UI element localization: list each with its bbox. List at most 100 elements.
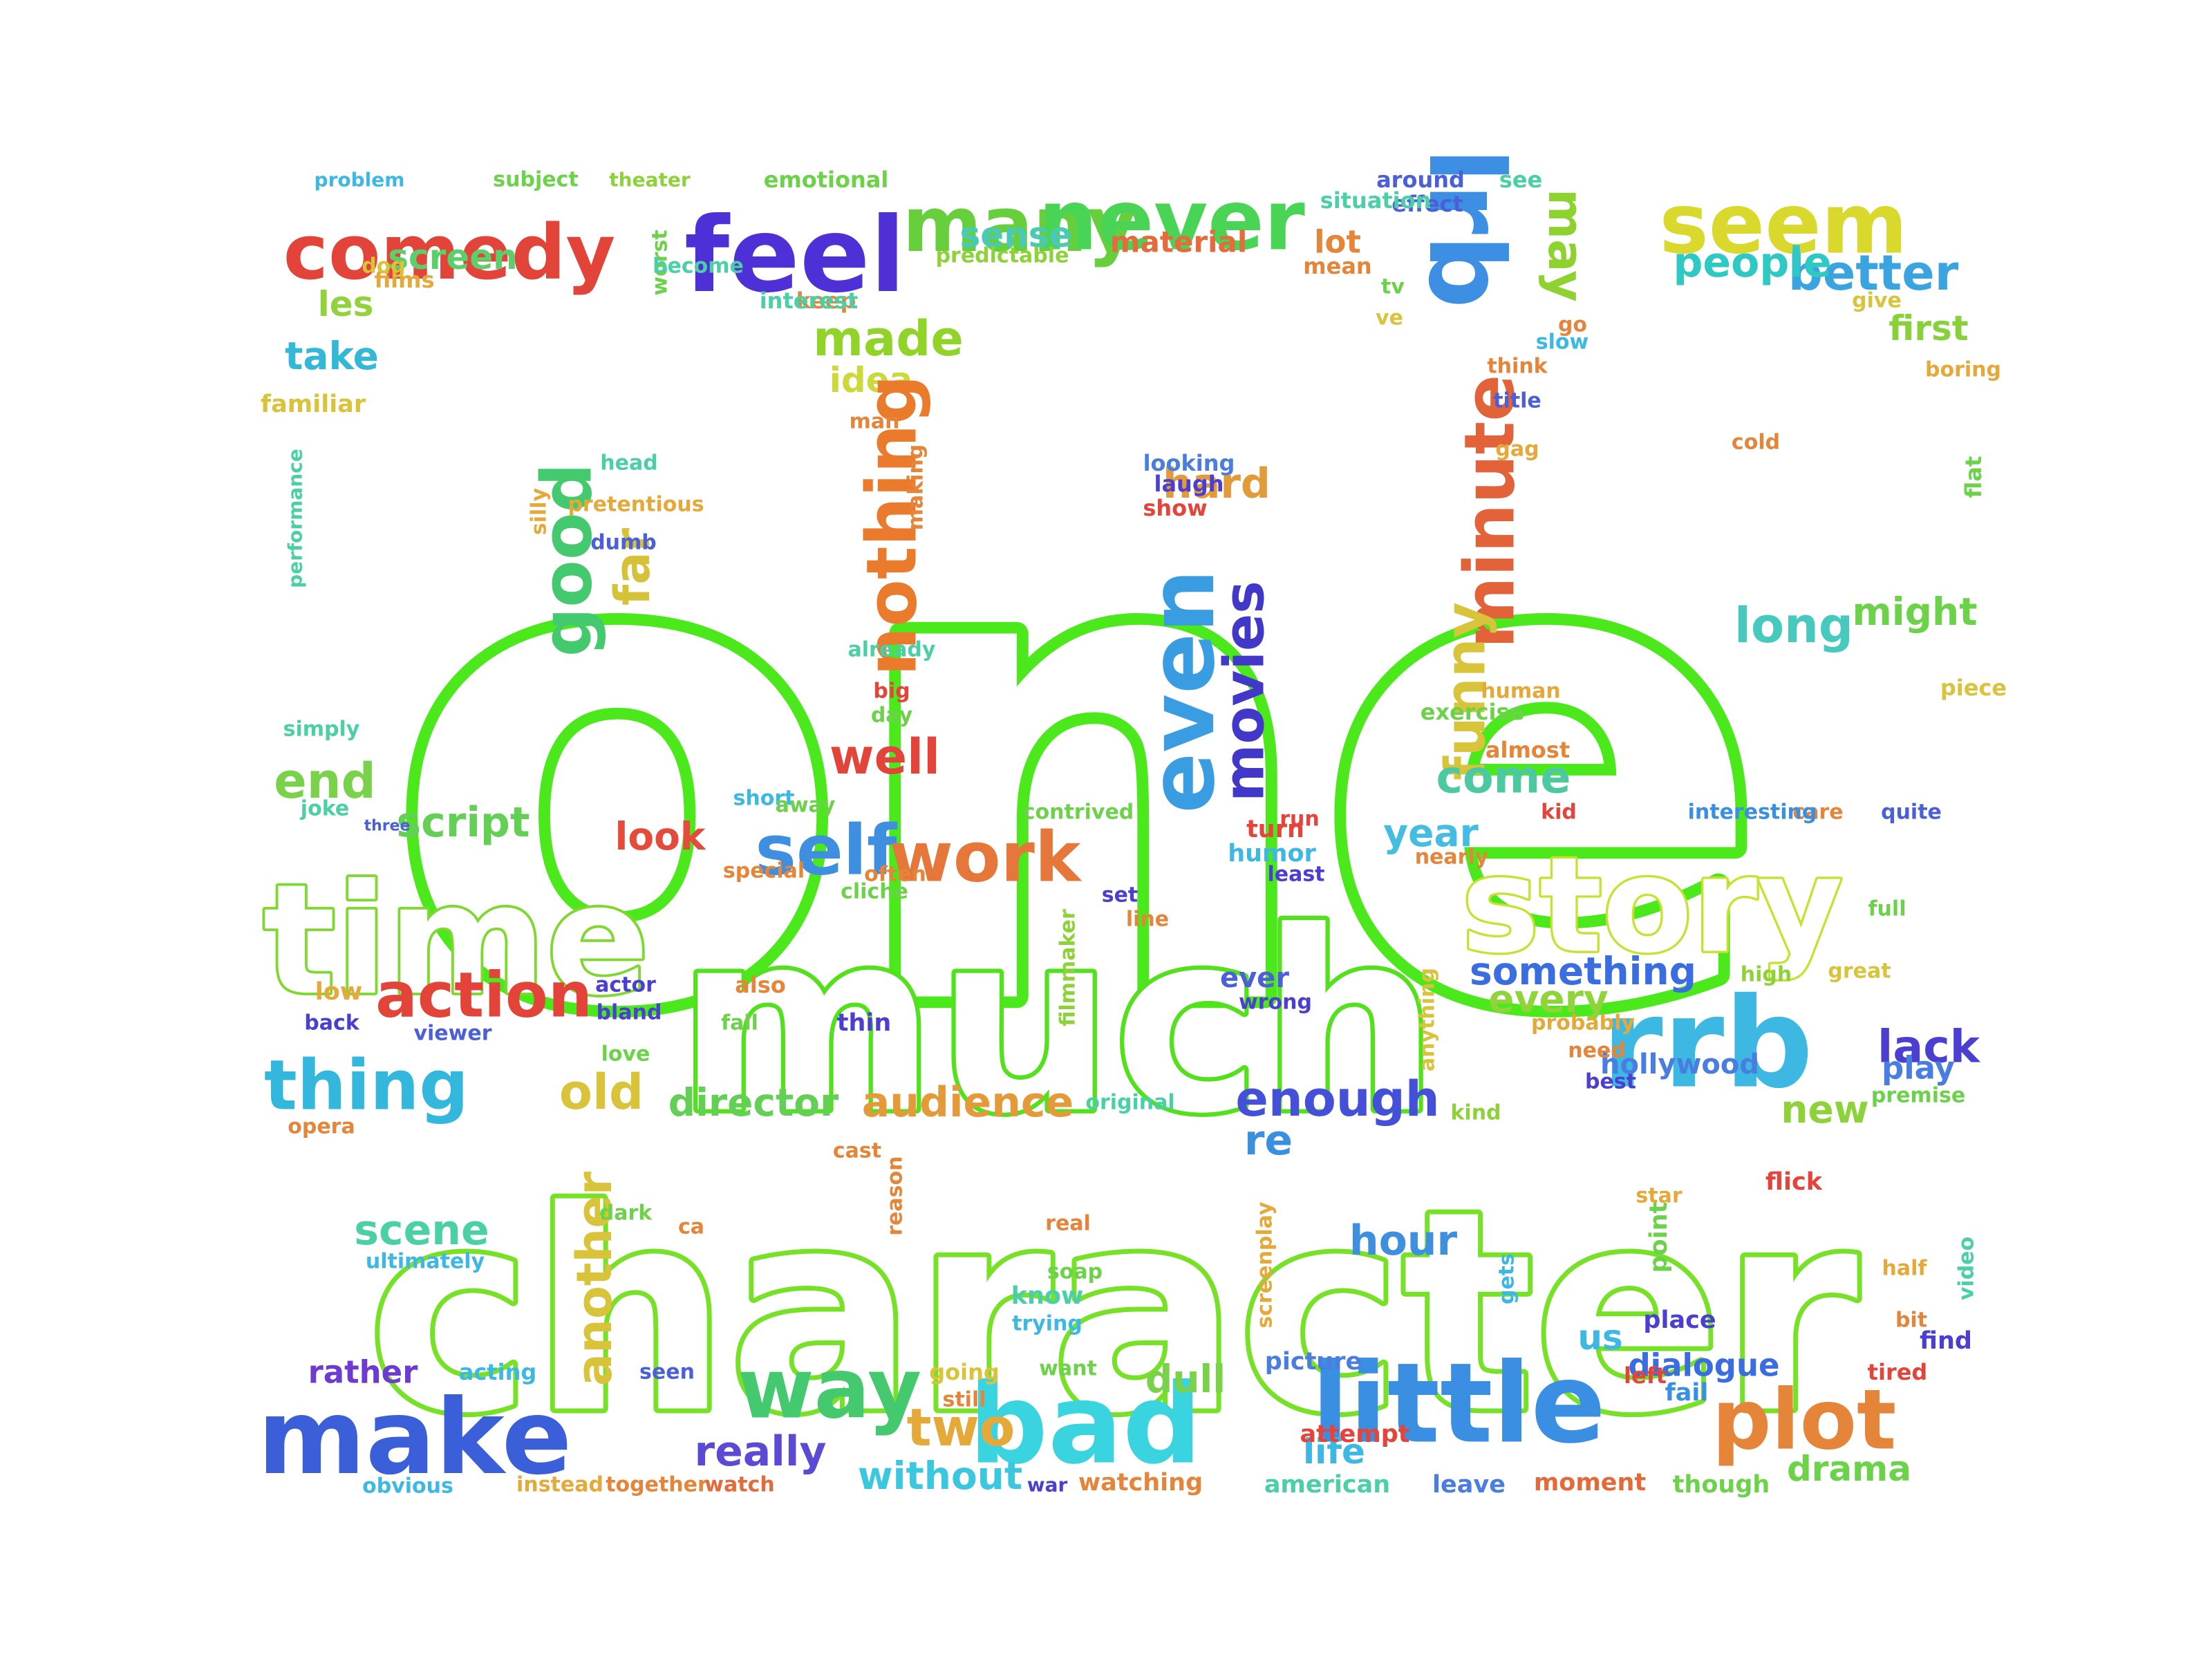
cloud-word-subject: subject bbox=[493, 168, 578, 192]
cloud-word-ultimately: ultimately bbox=[366, 1250, 485, 1274]
cloud-word-real: real bbox=[1045, 1212, 1091, 1236]
cloud-word-joke: joke bbox=[300, 797, 349, 821]
cloud-word-give: give bbox=[1852, 289, 1902, 313]
cloud-word-bit: bit bbox=[1895, 1309, 1927, 1333]
cloud-word-anything: anything bbox=[1416, 968, 1440, 1071]
cloud-word-rrb: rrb bbox=[1602, 972, 1813, 1116]
cloud-word-fall: fall bbox=[721, 1011, 758, 1035]
cloud-word-new: new bbox=[1781, 1087, 1868, 1132]
cloud-word-comedy: comedy bbox=[283, 208, 615, 297]
cloud-word-simply: simply bbox=[283, 718, 360, 742]
cloud-word-wrong: wrong bbox=[1239, 991, 1312, 1015]
cloud-word-effect: effect bbox=[1391, 191, 1463, 217]
cloud-word-head: head bbox=[600, 451, 657, 476]
cloud-word-gets: gets bbox=[1495, 1253, 1519, 1304]
cloud-word-familiar: familiar bbox=[261, 391, 366, 418]
cloud-word-probably: probably bbox=[1531, 1011, 1635, 1035]
cloud-word-title: title bbox=[1493, 389, 1541, 413]
cloud-word-place: place bbox=[1643, 1306, 1716, 1334]
cloud-word-know: know bbox=[1011, 1282, 1084, 1310]
cloud-word-almost: almost bbox=[1485, 737, 1570, 763]
cloud-word-run: run bbox=[1280, 807, 1320, 832]
cloud-word-flick: flick bbox=[1765, 1168, 1823, 1196]
cloud-word-bad: bad bbox=[968, 1360, 1201, 1489]
cloud-word-seem: seem bbox=[1659, 177, 1907, 273]
cloud-word-turn: turn bbox=[1246, 816, 1304, 843]
cloud-word-tv: tv bbox=[1381, 275, 1405, 299]
cloud-word-director: director bbox=[668, 1080, 838, 1125]
cloud-word-opera: opera bbox=[288, 1115, 355, 1139]
cloud-word-american: american bbox=[1264, 1471, 1390, 1499]
cloud-word-made: made bbox=[813, 310, 964, 367]
cloud-word-looking: looking bbox=[1143, 450, 1235, 476]
cloud-word-star: star bbox=[1635, 1184, 1682, 1208]
cloud-word-great: great bbox=[1828, 959, 1891, 984]
cloud-word-back: back bbox=[304, 1011, 360, 1035]
cloud-word-first: first bbox=[1888, 308, 1968, 348]
cloud-word-making: making bbox=[904, 444, 928, 531]
cloud-word-love: love bbox=[601, 1042, 650, 1067]
cloud-word-ca: ca bbox=[678, 1215, 704, 1239]
cloud-word-really: really bbox=[694, 1427, 826, 1476]
cloud-word-us: us bbox=[1577, 1318, 1622, 1358]
cloud-word-laugh: laugh bbox=[1154, 471, 1224, 497]
cloud-word-much: much bbox=[677, 879, 1438, 1168]
cloud-word-good: good bbox=[527, 463, 608, 657]
cloud-word-see: see bbox=[1499, 167, 1542, 193]
cloud-word-thing: thing bbox=[264, 1045, 469, 1126]
cloud-word-hollywood: hollywood bbox=[1600, 1049, 1759, 1080]
cloud-word-end: end bbox=[274, 753, 375, 809]
cloud-word-drama: drama bbox=[1787, 1449, 1911, 1489]
cloud-word-become: become bbox=[653, 254, 744, 279]
cloud-word-watch: watch bbox=[704, 1473, 774, 1497]
cloud-word-cast: cast bbox=[833, 1139, 881, 1163]
cloud-word-cliche: cliche bbox=[841, 880, 908, 904]
cloud-word-contrived: contrived bbox=[1023, 800, 1134, 825]
cloud-word-idea: idea bbox=[830, 360, 913, 400]
cloud-word-actor: actor bbox=[595, 973, 656, 997]
cloud-word-picture: picture bbox=[1265, 1348, 1362, 1376]
cloud-word-least: least bbox=[1267, 863, 1324, 887]
cloud-word-performance: performance bbox=[284, 449, 307, 588]
cloud-word-every: every bbox=[1488, 977, 1608, 1021]
cloud-word-acting: acting bbox=[459, 1359, 537, 1385]
cloud-word-worst: worst bbox=[648, 229, 673, 295]
cloud-word-tired: tired bbox=[1868, 1359, 1928, 1385]
cloud-word-problem: problem bbox=[315, 169, 405, 191]
cloud-word-flat: flat bbox=[1960, 456, 1987, 498]
cloud-word-point: point bbox=[1645, 1202, 1673, 1273]
cloud-word-screenplay: screenplay bbox=[1253, 1201, 1277, 1329]
cloud-word-go: go bbox=[1558, 313, 1587, 337]
cloud-word-high: high bbox=[1741, 963, 1792, 987]
cloud-word-dark: dark bbox=[599, 1201, 653, 1226]
cloud-word-character: character bbox=[368, 1153, 1860, 1474]
cloud-word-humor: humor bbox=[1228, 840, 1316, 868]
cloud-word-already: already bbox=[848, 638, 936, 662]
cloud-word-often: often bbox=[864, 863, 926, 887]
cloud-word-dialogue: dialogue bbox=[1628, 1347, 1779, 1384]
cloud-word-predictable: predictable bbox=[936, 244, 1069, 268]
cloud-word-another: another bbox=[566, 1171, 623, 1386]
cloud-word-interest: interest bbox=[760, 288, 859, 314]
cloud-word-original: original bbox=[1085, 1091, 1174, 1115]
cloud-word-dumb: dumb bbox=[590, 531, 657, 555]
cloud-word-want: want bbox=[1039, 1357, 1097, 1381]
cloud-word-seen: seen bbox=[639, 1360, 695, 1385]
cloud-word-keep: keep bbox=[796, 288, 856, 314]
cloud-word-hour: hour bbox=[1349, 1217, 1458, 1265]
cloud-word-material: material bbox=[1110, 225, 1248, 259]
cloud-word-sense: sense bbox=[960, 215, 1073, 255]
cloud-word-gag: gag bbox=[1495, 438, 1539, 462]
cloud-word-enough: enough bbox=[1235, 1071, 1439, 1127]
cloud-word-care: care bbox=[1792, 800, 1843, 825]
cloud-word-take: take bbox=[285, 334, 379, 378]
cloud-word-time: time bbox=[263, 852, 649, 1029]
cloud-word-line: line bbox=[1126, 908, 1169, 932]
cloud-word-nearly: nearly bbox=[1415, 845, 1489, 870]
cloud-word-dull: dull bbox=[1145, 1357, 1226, 1401]
cloud-word-far: far bbox=[604, 527, 661, 606]
cloud-word-emotional: emotional bbox=[764, 167, 889, 193]
cloud-word-fail: fail bbox=[1665, 1379, 1709, 1407]
cloud-word-show: show bbox=[1143, 495, 1207, 521]
